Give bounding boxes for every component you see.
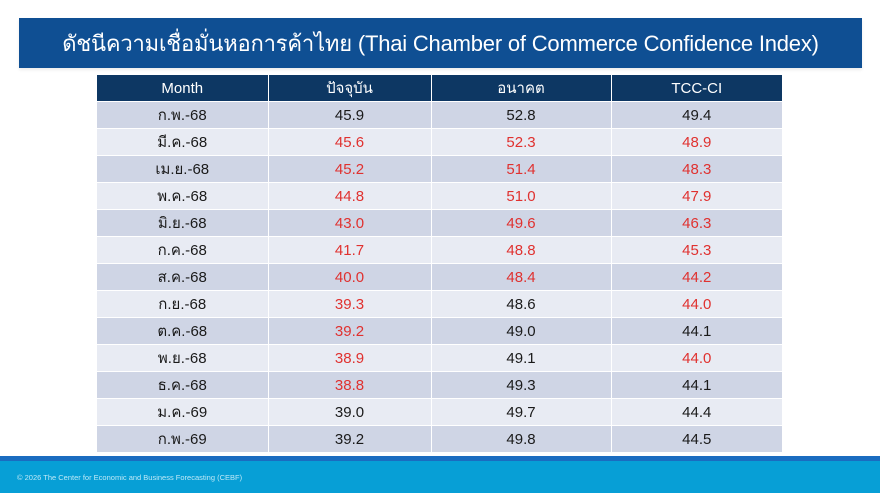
current-index-cell: 45.9 <box>267 101 431 129</box>
tcc-ci-cell: 45.3 <box>610 236 782 264</box>
current-index-cell: 39.3 <box>267 290 431 318</box>
current-index-cell: 39.0 <box>267 398 431 426</box>
month-cell: เม.ย.-68 <box>97 155 268 183</box>
table-row: ม.ค.-69 39.0 49.7 44.4 <box>97 398 782 426</box>
copyright-text: © 2026 The Center for Economic and Busin… <box>17 472 243 482</box>
column-header-month: Month <box>97 75 268 102</box>
current-index-cell: 41.7 <box>267 236 431 264</box>
tcc-ci-cell: 44.4 <box>610 398 782 426</box>
current-index-cell: 39.2 <box>267 425 431 452</box>
month-cell: ก.พ.-69 <box>97 425 268 452</box>
tcc-ci-cell: 44.0 <box>610 344 782 372</box>
tcc-ci-cell: 44.2 <box>610 263 782 291</box>
tcc-ci-cell: 46.3 <box>610 209 782 237</box>
footer: © 2026 The Center for Economic and Busin… <box>0 461 880 493</box>
current-index-cell: 38.8 <box>267 371 431 399</box>
footer-stripe <box>0 456 880 461</box>
future-index-cell: 48.4 <box>430 263 611 291</box>
table-row: เม.ย.-68 45.2 51.4 48.3 <box>97 155 782 183</box>
future-index-cell: 49.6 <box>430 209 611 237</box>
column-header-current: ปัจจุบัน <box>267 75 431 102</box>
page-title: ดัชนีความเชื่อมั่นหอการค้าไทย (Thai Cham… <box>19 18 862 68</box>
table-row: ก.พ.-69 39.2 49.8 44.5 <box>97 425 782 452</box>
table-row: ก.พ.-68 45.9 52.8 49.4 <box>97 101 782 129</box>
tcc-ci-cell: 44.5 <box>610 425 782 452</box>
month-cell: มี.ค.-68 <box>97 128 268 156</box>
current-index-cell: 40.0 <box>267 263 431 291</box>
table-row: มี.ค.-68 45.6 52.3 48.9 <box>97 128 782 156</box>
month-cell: ก.ย.-68 <box>97 290 268 318</box>
column-header-tcc-ci: TCC-CI <box>610 75 782 102</box>
table-row: ต.ค.-68 39.2 49.0 44.1 <box>97 317 782 345</box>
tcc-ci-cell: 48.9 <box>610 128 782 156</box>
current-index-cell: 39.2 <box>267 317 431 345</box>
future-index-cell: 49.8 <box>430 425 611 452</box>
tcc-ci-cell: 48.3 <box>610 155 782 183</box>
table-body: ก.พ.-68 45.9 52.8 49.4 มี.ค.-68 45.6 52.3 48.9 เ… <box>97 101 782 452</box>
tcc-ci-cell: 44.1 <box>610 317 782 345</box>
current-index-cell: 45.6 <box>267 128 431 156</box>
current-index-cell: 38.9 <box>267 344 431 372</box>
future-index-cell: 49.3 <box>430 371 611 399</box>
column-header-future: อนาคต <box>430 75 611 102</box>
future-index-cell: 49.1 <box>430 344 611 372</box>
future-index-cell: 48.6 <box>430 290 611 318</box>
tcc-ci-cell: 44.0 <box>610 290 782 318</box>
future-index-cell: 51.4 <box>430 155 611 183</box>
table-row: ก.ค.-68 41.7 48.8 45.3 <box>97 236 782 264</box>
future-index-cell: 52.3 <box>430 128 611 156</box>
month-cell: ก.พ.-68 <box>97 101 268 129</box>
table-row: พ.ค.-68 44.8 51.0 47.9 <box>97 182 782 210</box>
table-row: ก.ย.-68 39.3 48.6 44.0 <box>97 290 782 318</box>
table-row: มิ.ย.-68 43.0 49.6 46.3 <box>97 209 782 237</box>
table-row: ส.ค.-68 40.0 48.4 44.2 <box>97 263 782 291</box>
current-index-cell: 45.2 <box>267 155 431 183</box>
current-index-cell: 44.8 <box>267 182 431 210</box>
future-index-cell: 49.0 <box>430 317 611 345</box>
month-cell: มิ.ย.-68 <box>97 209 268 237</box>
future-index-cell: 52.8 <box>430 101 611 129</box>
future-index-cell: 51.0 <box>430 182 611 210</box>
month-cell: ม.ค.-69 <box>97 398 268 426</box>
month-cell: ส.ค.-68 <box>97 263 268 291</box>
future-index-cell: 48.8 <box>430 236 611 264</box>
tcc-ci-cell: 44.1 <box>610 371 782 399</box>
month-cell: พ.ค.-68 <box>97 182 268 210</box>
future-index-cell: 49.7 <box>430 398 611 426</box>
table-header-row: Month ปัจจุบัน อนาคต TCC-CI <box>97 75 782 102</box>
tcc-ci-cell: 47.9 <box>610 182 782 210</box>
table-row: พ.ย.-68 38.9 49.1 44.0 <box>97 344 782 372</box>
current-index-cell: 43.0 <box>267 209 431 237</box>
table-row: ธ.ค.-68 38.8 49.3 44.1 <box>97 371 782 399</box>
month-cell: พ.ย.-68 <box>97 344 268 372</box>
month-cell: ธ.ค.-68 <box>97 371 268 399</box>
month-cell: ก.ค.-68 <box>97 236 268 264</box>
tcc-ci-cell: 49.4 <box>610 101 782 129</box>
confidence-index-table: Month ปัจจุบัน อนาคต TCC-CI ก.พ.-68 45.9 5… <box>97 75 782 452</box>
month-cell: ต.ค.-68 <box>97 317 268 345</box>
